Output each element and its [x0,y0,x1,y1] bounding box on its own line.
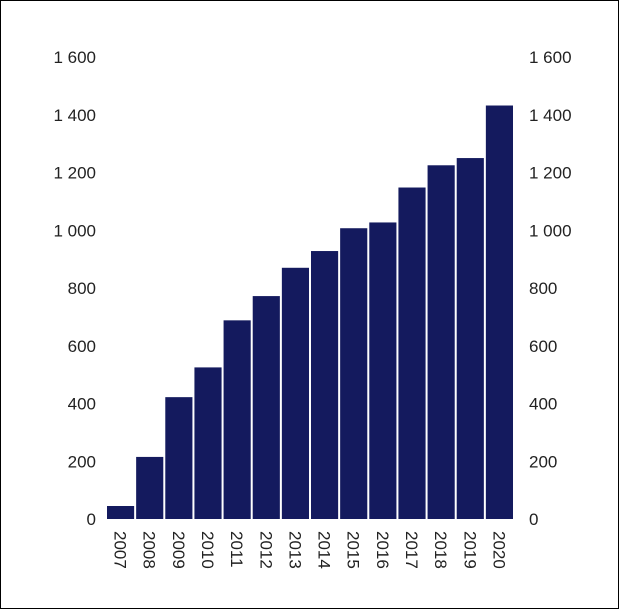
x-tick-label: 2008 [140,531,159,569]
left-y-tick-label: 1 600 [53,48,96,67]
right-y-tick-label: 1 400 [529,106,572,125]
left-y-tick-label: 600 [68,337,96,356]
right-y-tick-label: 1 200 [529,164,572,183]
x-tick-label: 2010 [198,531,217,569]
bar [485,105,513,519]
bar [107,506,135,519]
bar [194,367,222,519]
right-y-tick-label: 1 600 [529,48,572,67]
x-tick-label: 2014 [315,531,334,569]
bar-series [107,105,513,520]
left-y-tick-label: 200 [68,452,96,471]
bar [456,158,484,519]
bar [311,251,339,520]
x-axis: 2007 2008 2009 2010 2011 2012 2013 2014 2015 2016… [111,531,509,569]
x-tick-label: 2011 [227,531,246,568]
right-y-tick-label: 600 [529,337,557,356]
x-tick-label: 2009 [169,531,188,569]
right-y-tick-label: 200 [529,452,557,471]
bar [340,228,368,519]
right-y-tick-label: 0 [529,510,538,529]
x-tick-label: 2016 [373,531,392,569]
right-y-tick-label: 400 [529,395,557,414]
bar [252,296,280,519]
right-y-tick-label: 800 [529,279,557,298]
left-y-tick-label: 0 [87,510,96,529]
left-y-tick-label: 1 000 [53,221,96,240]
x-tick-label: 2020 [489,531,508,569]
x-tick-label: 2012 [256,531,275,569]
right-y-tick-label: 1 000 [529,221,572,240]
bar [223,320,251,519]
x-tick-label: 2015 [344,531,363,569]
left-y-tick-label: 1 200 [53,164,96,183]
x-tick-label: 2007 [111,531,130,569]
bar [369,222,397,520]
bar [427,165,455,519]
right-y-axis: 0 200 400 600 800 1 000 1 200 1 400 1 600 [529,48,572,529]
bar [281,267,309,519]
x-tick-label: 2013 [285,531,304,569]
x-tick-label: 2017 [402,531,421,569]
x-tick-label: 2019 [460,531,479,569]
bar [136,456,164,519]
bar [165,397,193,519]
left-y-tick-label: 800 [68,279,96,298]
left-y-axis: 0 200 400 600 800 1 000 1 200 1 400 1 600 [53,48,96,529]
left-y-tick-label: 1 400 [53,106,96,125]
left-y-tick-label: 400 [68,395,96,414]
bar [398,187,426,519]
x-tick-label: 2018 [431,531,450,569]
